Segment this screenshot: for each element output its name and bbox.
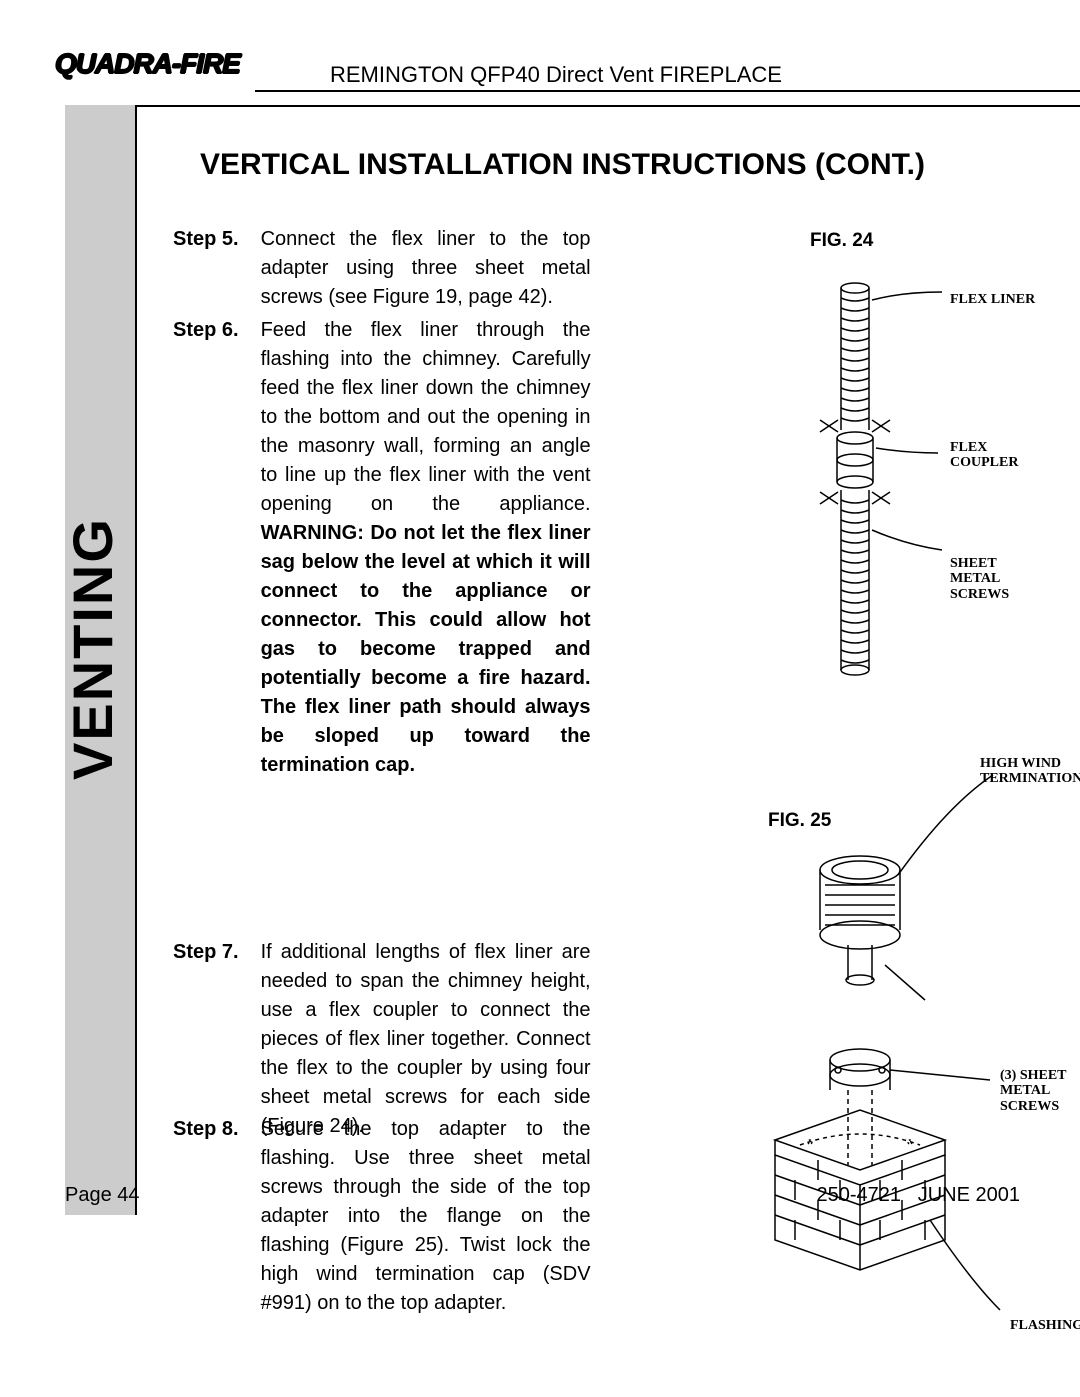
- fig25-label-screws: (3) SHEET METAL SCREWS: [1000, 1068, 1067, 1114]
- step-text: Feed the flex liner through the flashing…: [261, 316, 591, 780]
- fig24-label-flex-coupler: FLEX COUPLER: [950, 440, 1018, 471]
- fig25-label-cap: HIGH WIND TERMINATION CAP: [980, 756, 1080, 787]
- step-5: Step 5. Connect the flex liner to the to…: [173, 225, 591, 312]
- fig24-label-flex-liner: FLEX LINER: [950, 292, 1035, 307]
- step-label: Step 6.: [173, 316, 255, 345]
- section-label: VENTING: [60, 517, 125, 780]
- footer-code-num: 250-4721: [817, 1184, 902, 1206]
- step-8: Step 8. Secure the top adapter to the fl…: [173, 1115, 591, 1318]
- step-text: Secure the top adapter to the flashing. …: [261, 1115, 591, 1318]
- footer-date: JUNE 2001: [918, 1184, 1020, 1206]
- figure-24-label: FIG. 24: [810, 230, 873, 252]
- figure-25-diagram: [720, 770, 1080, 1330]
- step-7: Step 7. If additional lengths of flex li…: [173, 938, 591, 1141]
- step-6: Step 6. Feed the flex liner through the …: [173, 316, 591, 780]
- brand-logo: QUADRA-FIRE: [55, 48, 240, 80]
- header-title: REMINGTON QFP40 Direct Vent FIREPLACE: [330, 62, 782, 88]
- step-6-warning: WARNING: Do not let the flex liner sag b…: [261, 522, 591, 776]
- fig24-label-screws: SHEET METAL SCREWS: [950, 556, 1009, 602]
- content-border-left: [135, 105, 137, 1215]
- page: QUADRA-FIRE REMINGTON QFP40 Direct Vent …: [0, 0, 1080, 1397]
- page-heading: VERTICAL INSTALLATION INSTRUCTIONS (CONT…: [200, 148, 925, 182]
- step-label: Step 8.: [173, 1115, 255, 1144]
- step-text: Connect the flex liner to the top adapte…: [261, 225, 591, 312]
- step-6-body: Feed the flex liner through the flashing…: [261, 319, 591, 515]
- footer-page-number: Page 44: [65, 1184, 140, 1207]
- fig25-label-flashing: FLASHING: [1010, 1318, 1080, 1333]
- content-border-top: [135, 105, 1080, 107]
- header-rule: [255, 90, 1080, 92]
- footer-doc-code: 250-4721 JUNE 2001: [817, 1184, 1020, 1207]
- step-label: Step 7.: [173, 938, 255, 967]
- step-label: Step 5.: [173, 225, 255, 254]
- step-text: If additional lengths of flex liner are …: [261, 938, 591, 1141]
- figure-24-diagram: [750, 270, 1030, 690]
